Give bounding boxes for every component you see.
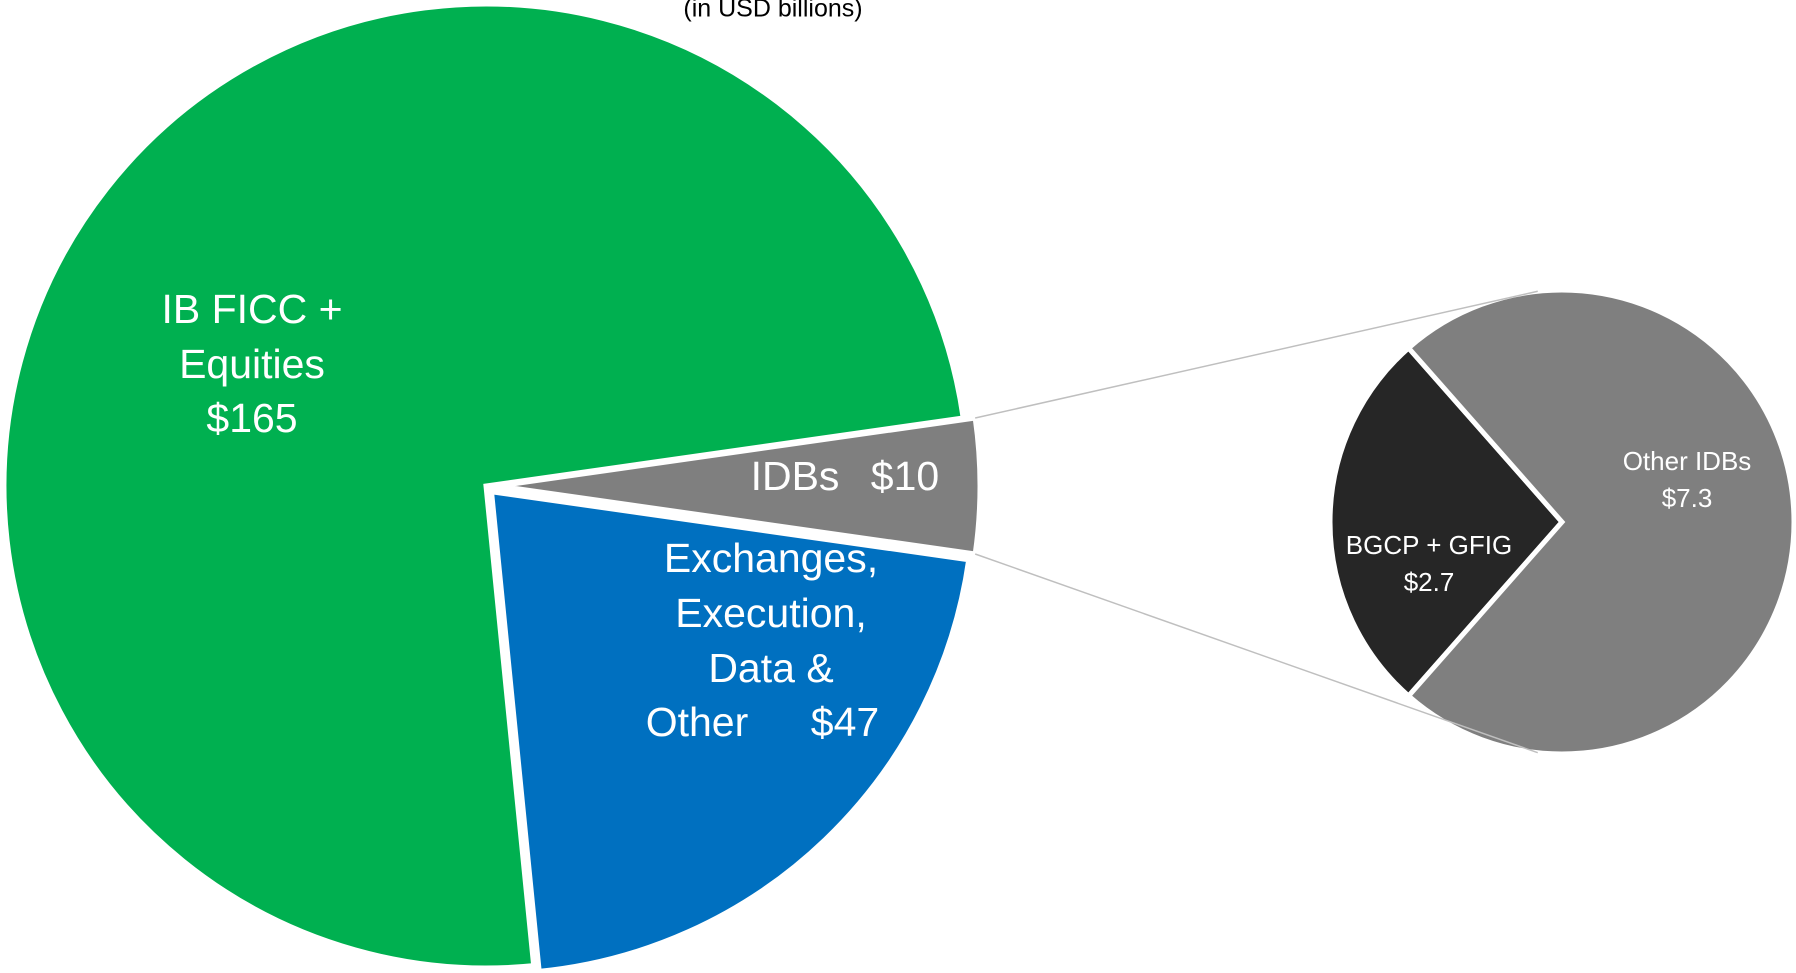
connector-line [974,553,1538,754]
value-label: $47 [811,699,879,745]
slice-label: IB FICC + Equities [161,286,342,387]
slice-label: IDBs [751,453,840,499]
value-label: $7.3 [1662,483,1713,513]
slice-label: Other IDBs [1623,446,1752,476]
pie-slice [1,1,967,971]
value-label: $2.7 [1404,567,1455,597]
slice-label: Exchanges, Execution, Data & Other [646,535,878,745]
pie-slice [497,415,983,557]
value-label: $165 [206,395,297,441]
pie-slice [1405,287,1796,757]
chart-subtitle: (in USD billions) [683,0,862,23]
connector-line [975,290,1538,419]
slice-label: BGCP + GFIG [1346,530,1512,560]
pie-slice [1327,344,1566,700]
pie-slice [488,488,972,973]
value-label: $10 [871,453,939,499]
